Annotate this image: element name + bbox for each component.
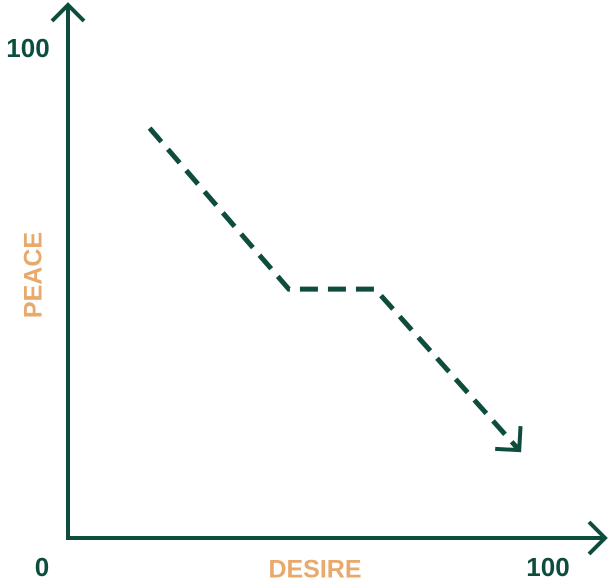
x-tick-label: 100 (526, 552, 569, 582)
data-line (147, 126, 523, 453)
x-axis-label: DESIRE (268, 556, 361, 584)
x-tick-label: 0 (35, 552, 49, 582)
y-tick-label: 100 (6, 33, 49, 63)
axes (50, 2, 608, 556)
x-axis-arrow (587, 520, 608, 556)
y-axis-label: PEACE (20, 232, 48, 318)
y-axis-arrow (50, 2, 86, 23)
